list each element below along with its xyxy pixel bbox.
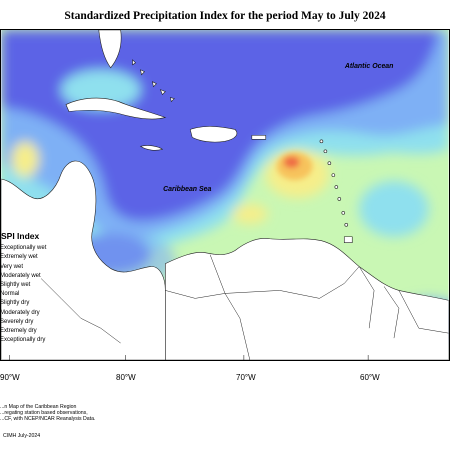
land-jamaica xyxy=(139,145,164,151)
land-trinidad xyxy=(343,236,353,244)
legend-item-label: Extremely dry xyxy=(0,327,37,334)
x-tick-label: 80°W xyxy=(116,373,136,382)
copyright: CIMH July-2024 xyxy=(3,433,41,439)
land-cuba xyxy=(65,97,167,120)
longitude-ticks xyxy=(9,355,369,360)
legend-item-label: Slightly dry xyxy=(0,300,30,307)
legend-items: Exceptionally wet Extremely wet Very wet Mo… xyxy=(0,244,92,345)
map-title: Standardized Precipitation Index for the… xyxy=(64,10,386,22)
map-footnote: ...n Map of the Caribbean Region ...rega… xyxy=(0,404,95,423)
legend-item: Extremely wet xyxy=(0,253,92,262)
legend-item-label: Normal xyxy=(0,291,20,298)
legend-item-label: Very wet xyxy=(0,263,24,270)
spi-slightly-dry-south-patch xyxy=(231,203,268,224)
spi-severely-dry-region xyxy=(283,156,300,169)
legend-item: Exceptionally dry xyxy=(0,336,92,345)
legend-item: Moderately wet xyxy=(0,272,92,281)
footnote-line: ...CF, with NCEP/NCAR Reanalysis Data. xyxy=(0,416,96,423)
legend-item: Severely dry xyxy=(0,318,92,327)
spi-slightly-wet-east-patch xyxy=(359,181,429,237)
legend-item-label: Severely dry xyxy=(0,318,34,325)
land-puerto-rico xyxy=(251,135,267,140)
x-tick-label: 90°W xyxy=(0,373,20,382)
x-tick-label: 60°W xyxy=(360,373,380,382)
legend-item-label: Exceptionally wet xyxy=(0,245,47,252)
legend-item-label: Slightly wet xyxy=(0,281,31,288)
x-tick-label: 70°W xyxy=(236,373,256,382)
footnote-line: ...regating station based observations, xyxy=(0,410,88,417)
legend-item: Exceptionally wet xyxy=(0,244,92,253)
legend-item: Normal xyxy=(0,290,92,299)
lesser-antilles-islands xyxy=(319,139,349,227)
legend-title: SPI Index xyxy=(1,231,40,241)
land-central-america xyxy=(1,160,166,360)
precipitation-map: Atlantic Ocean Caribbean Sea xyxy=(0,29,450,361)
legend-item-label: Exceptionally dry xyxy=(0,337,46,344)
footnote-line: ...n Map of the Caribbean Region xyxy=(0,404,77,410)
legend-item-label: Moderately dry xyxy=(0,309,40,316)
ocean-label: Atlantic Ocean xyxy=(344,63,394,70)
land-bahamas xyxy=(132,59,175,103)
country-borders xyxy=(40,254,449,360)
spi-legend: SPI Index Exceptionally wet Extremely wet… xyxy=(0,231,92,345)
spi-slightly-dry-west-patch xyxy=(11,141,40,178)
legend-item: Slightly wet xyxy=(0,281,92,290)
land-florida xyxy=(98,30,122,69)
legend-item-label: Moderately wet xyxy=(0,272,41,279)
legend-item-label: Extremely wet xyxy=(0,254,38,261)
sea-label: Caribbean Sea xyxy=(163,186,211,193)
legend-item: Very wet xyxy=(0,263,92,272)
legend-item: Slightly dry xyxy=(0,299,92,308)
land-hispaniola xyxy=(189,126,238,143)
legend-item: Extremely dry xyxy=(0,327,92,336)
legend-item: Moderately dry xyxy=(0,309,92,318)
